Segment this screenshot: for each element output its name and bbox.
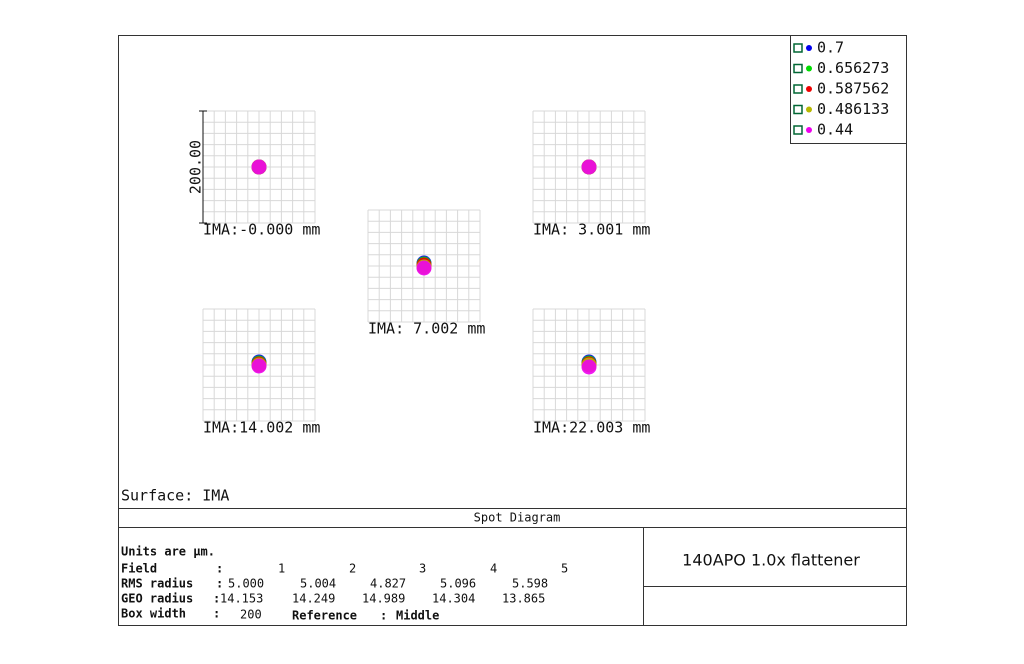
legend-label: 0.44 (817, 121, 853, 139)
reference-label: Reference (292, 609, 357, 623)
spot (581, 159, 597, 175)
legend-dot (806, 106, 812, 113)
legend-checkbox[interactable] (793, 84, 803, 94)
box-width-value: 200 (240, 608, 262, 622)
scale-label: 200.00 (187, 140, 205, 194)
legend-label: 0.7 (817, 39, 844, 57)
box-width-sep: : (213, 607, 220, 621)
legend-label: 0.656273 (817, 59, 889, 77)
legend-dot (806, 45, 812, 51)
cell: 13.865 (502, 592, 545, 606)
cell: 5.004 (300, 577, 336, 591)
spot (251, 159, 267, 175)
cell: 4 (490, 562, 497, 576)
box-width-label: Box width (121, 607, 186, 621)
frame (118, 35, 907, 626)
legend-dot (806, 86, 812, 92)
cell: 4.827 (370, 577, 406, 591)
cell: 5.000 (228, 577, 264, 591)
reference-value: Middle (396, 609, 439, 623)
spot (416, 260, 432, 276)
row-label: RMS radius (121, 577, 193, 591)
side-title: 140APO 1.0x flattener (682, 551, 860, 570)
title: Spot Diagram (474, 511, 561, 525)
spot (251, 358, 267, 374)
legend-checkbox[interactable] (793, 125, 803, 135)
cell: 5 (561, 562, 568, 576)
cell: 14.989 (362, 592, 405, 606)
legend-checkbox[interactable] (793, 43, 803, 53)
field-label: IMA:14.002 mm (203, 419, 320, 437)
legend-dot (806, 127, 812, 133)
legend-checkbox[interactable] (793, 63, 803, 74)
cell: 2 (349, 562, 356, 576)
surface-label: Surface: IMA (121, 487, 229, 505)
cell: 1 (278, 562, 285, 576)
cell: 14.304 (432, 592, 475, 606)
field-label: IMA: 3.001 mm (533, 221, 650, 239)
field-label: IMA:22.003 mm (533, 419, 650, 437)
row-sep: : (216, 577, 223, 591)
field-label: IMA:-0.000 mm (203, 221, 320, 239)
row-label: Field (121, 562, 157, 576)
cell: 5.096 (440, 577, 476, 591)
legend-dot (806, 65, 812, 72)
cell: 5.598 (512, 577, 548, 591)
legend-label: 0.587562 (817, 80, 889, 98)
reference-sep: : (380, 609, 387, 623)
legend-label: 0.486133 (817, 100, 889, 118)
units: Units are µm. (121, 545, 215, 559)
spot (581, 359, 597, 375)
legend-checkbox[interactable] (793, 104, 803, 115)
row-sep: : (216, 562, 223, 576)
cell: 3 (419, 562, 426, 576)
cell: 14.249 (292, 592, 335, 606)
cell: 14.153 (220, 592, 263, 606)
row-label: GEO radius (121, 592, 193, 606)
field-label: IMA: 7.002 mm (368, 320, 485, 338)
row-sep: : (213, 592, 220, 606)
